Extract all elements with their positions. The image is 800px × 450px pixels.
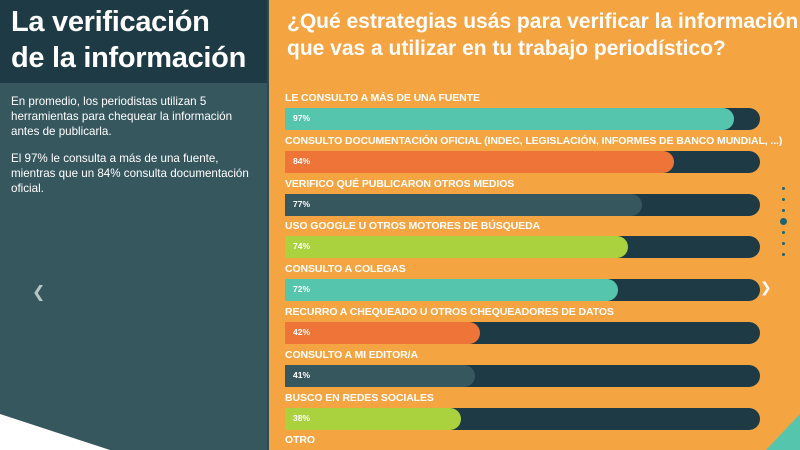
bar-track: 84% — [285, 150, 760, 173]
page-title: La verificación de la información — [11, 4, 246, 76]
bar-label: USO GOOGLE U OTROS MOTORES DE BÚSQUEDA — [285, 220, 541, 233]
bar: 72% — [285, 279, 619, 302]
bar-track: 42% — [285, 322, 760, 344]
chart-panel: ¿Qué estrategias usás para verificar la … — [267, 0, 800, 450]
bar: 84% — [285, 150, 675, 173]
bar: 38% — [285, 407, 461, 430]
pagination-dot[interactable] — [782, 198, 785, 201]
bar-track: 97% — [285, 108, 760, 130]
bar-label: VERIFICO QUÉ PUBLICARON OTROS MEDIOS — [285, 177, 515, 190]
pagination-dot[interactable] — [782, 209, 785, 212]
bar-label: CONSULTO A COLEGAS — [285, 263, 406, 276]
bar-value-label: 77% — [293, 198, 311, 209]
bar-value-label: 84% — [293, 155, 311, 166]
bar: 97% — [285, 108, 735, 130]
question-line-1: ¿Qué estrategias usás para verificar la … — [287, 10, 799, 33]
chevron-right-icon[interactable]: ❯ — [760, 280, 772, 296]
left-panel: La verificación de la información En prom… — [0, 0, 267, 450]
bar-label: CONSULTO DOCUMENTACIÓN OFICIAL (INDEC, L… — [285, 134, 783, 147]
bar: 77% — [285, 193, 642, 216]
bar-value-label: 42% — [293, 327, 311, 337]
pagination-dot[interactable] — [782, 242, 785, 245]
title-banner: La verificación de la información — [0, 0, 267, 83]
chart-question: ¿Qué estrategias usás para verificar la … — [287, 8, 798, 62]
pagination-dot[interactable] — [782, 231, 785, 234]
bar-label: BUSCO EN REDES SOCIALES — [285, 391, 434, 404]
bar-track: 38% — [285, 407, 760, 430]
bar-value-label: 72% — [293, 284, 311, 295]
title-line-2: de la información — [11, 42, 246, 74]
chevron-left-icon[interactable]: ❮ — [32, 282, 46, 301]
bar-value-label: 41% — [293, 369, 311, 380]
bar: 74% — [285, 236, 628, 259]
summary-paragraph-2: El 97% le consulta a más de una fuente, … — [11, 152, 249, 195]
title-line-1: La verificación — [11, 6, 210, 38]
pagination-dot[interactable] — [782, 253, 785, 256]
bar-value-label: 74% — [293, 241, 311, 252]
bar-track: 77% — [285, 193, 760, 216]
bar: 42% — [285, 322, 480, 344]
bar-track: 72% — [285, 279, 760, 302]
bar-label: RECURRO A CHEQUEADO U OTROS CHEQUEADORES… — [285, 306, 614, 318]
bar-track: 41% — [285, 364, 760, 387]
decorative-triangle — [0, 414, 110, 450]
bar-value-label: 97% — [293, 113, 311, 123]
bar-label: OTRO — [285, 434, 315, 447]
question-line-2: que vas a utilizar en tu trabajo periodí… — [287, 37, 726, 60]
pagination-dot-active[interactable] — [780, 218, 787, 225]
decorative-triangle — [766, 414, 800, 450]
bar-label: CONSULTO A MI EDITOR/A — [285, 348, 418, 361]
bar-track: 74% — [285, 236, 760, 259]
bar: 41% — [285, 364, 475, 387]
pagination-dot[interactable] — [782, 187, 785, 190]
bar-value-label: 38% — [293, 412, 311, 423]
summary-paragraph-1: En promedio, los periodistas utilizan 5 … — [11, 95, 233, 138]
bar-label: LE CONSULTO A MÁS DE UNA FUENTE — [285, 92, 480, 104]
